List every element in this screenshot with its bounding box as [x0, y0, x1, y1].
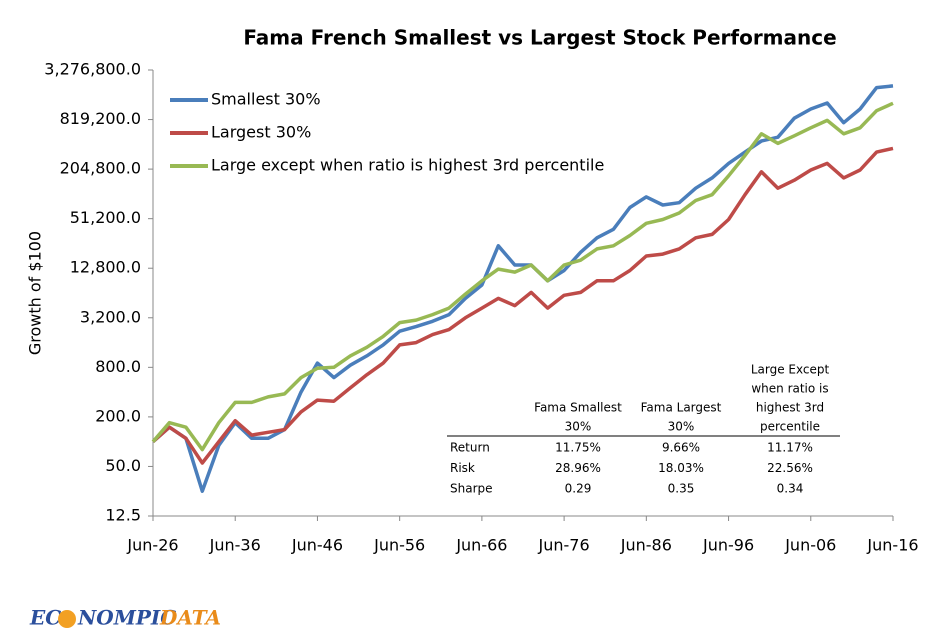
x-tick-label: Jun-56	[373, 536, 425, 555]
table-cell: 0.34	[777, 482, 804, 496]
y-tick-label: 204,800.0	[60, 159, 141, 178]
table-header: Fama Largest	[641, 401, 722, 415]
logo-text: DATA	[159, 606, 221, 630]
y-tick-label: 819,200.0	[60, 109, 141, 128]
table-cell: 28.96%	[555, 461, 601, 475]
table-cell: Return	[450, 441, 490, 455]
table-cell: 9.66%	[662, 441, 700, 455]
logo-text: NOMPIC	[77, 606, 176, 630]
table-cell: Sharpe	[450, 482, 493, 496]
table-header: Large Except	[751, 363, 830, 377]
x-tick-label: Jun-66	[455, 536, 507, 555]
y-axis-label: Growth of $100	[26, 231, 45, 355]
legend-label: Large except when ratio is highest 3rd p…	[211, 156, 604, 175]
y-tick-label: 12.5	[105, 506, 141, 525]
table-header: Fama Smallest	[534, 401, 622, 415]
table-header: highest 3rd	[756, 401, 824, 415]
y-tick-label: 50.0	[105, 456, 141, 475]
table-cell: Risk	[450, 461, 475, 475]
table-cell: 11.17%	[767, 441, 813, 455]
legend-label: Largest 30%	[211, 123, 311, 142]
table-header: 30%	[668, 420, 695, 434]
table-header: when ratio is	[751, 382, 828, 396]
legend-label: Smallest 30%	[211, 90, 321, 109]
y-tick-label: 51,200.0	[70, 208, 141, 227]
table-cell: 11.75%	[555, 441, 601, 455]
y-tick-label: 800.0	[95, 357, 141, 376]
x-tick-label: Jun-06	[784, 536, 836, 555]
logo: EC NOMPIC DATA	[29, 606, 221, 630]
table-cell: 22.56%	[767, 461, 813, 475]
y-tick-label: 12,800.0	[70, 258, 141, 277]
x-tick-label: Jun-16	[866, 536, 918, 555]
x-tick-label: Jun-36	[209, 536, 261, 555]
x-tick-label: Jun-46	[291, 536, 343, 555]
series-line	[151, 146, 894, 465]
table-cell: 0.35	[668, 482, 695, 496]
logo-globe	[58, 610, 76, 628]
chart-title: Fama French Smallest vs Largest Stock Pe…	[243, 26, 836, 50]
table-cell: 18.03%	[658, 461, 704, 475]
table-header: 30%	[565, 420, 592, 434]
table-cell: 0.29	[565, 482, 592, 496]
y-tick-label: 3,276,800.0	[44, 60, 141, 79]
x-tick-label: Jun-86	[620, 536, 672, 555]
logo-text: EC	[29, 606, 61, 630]
x-tick-label: Jun-76	[538, 536, 590, 555]
series-line	[151, 101, 894, 452]
y-tick-label: 3,200.0	[80, 307, 141, 326]
x-tick-label: Jun-26	[126, 536, 178, 555]
y-tick-label: 200.0	[95, 406, 141, 425]
table-header: percentile	[760, 420, 820, 434]
x-tick-label: Jun-96	[702, 536, 754, 555]
